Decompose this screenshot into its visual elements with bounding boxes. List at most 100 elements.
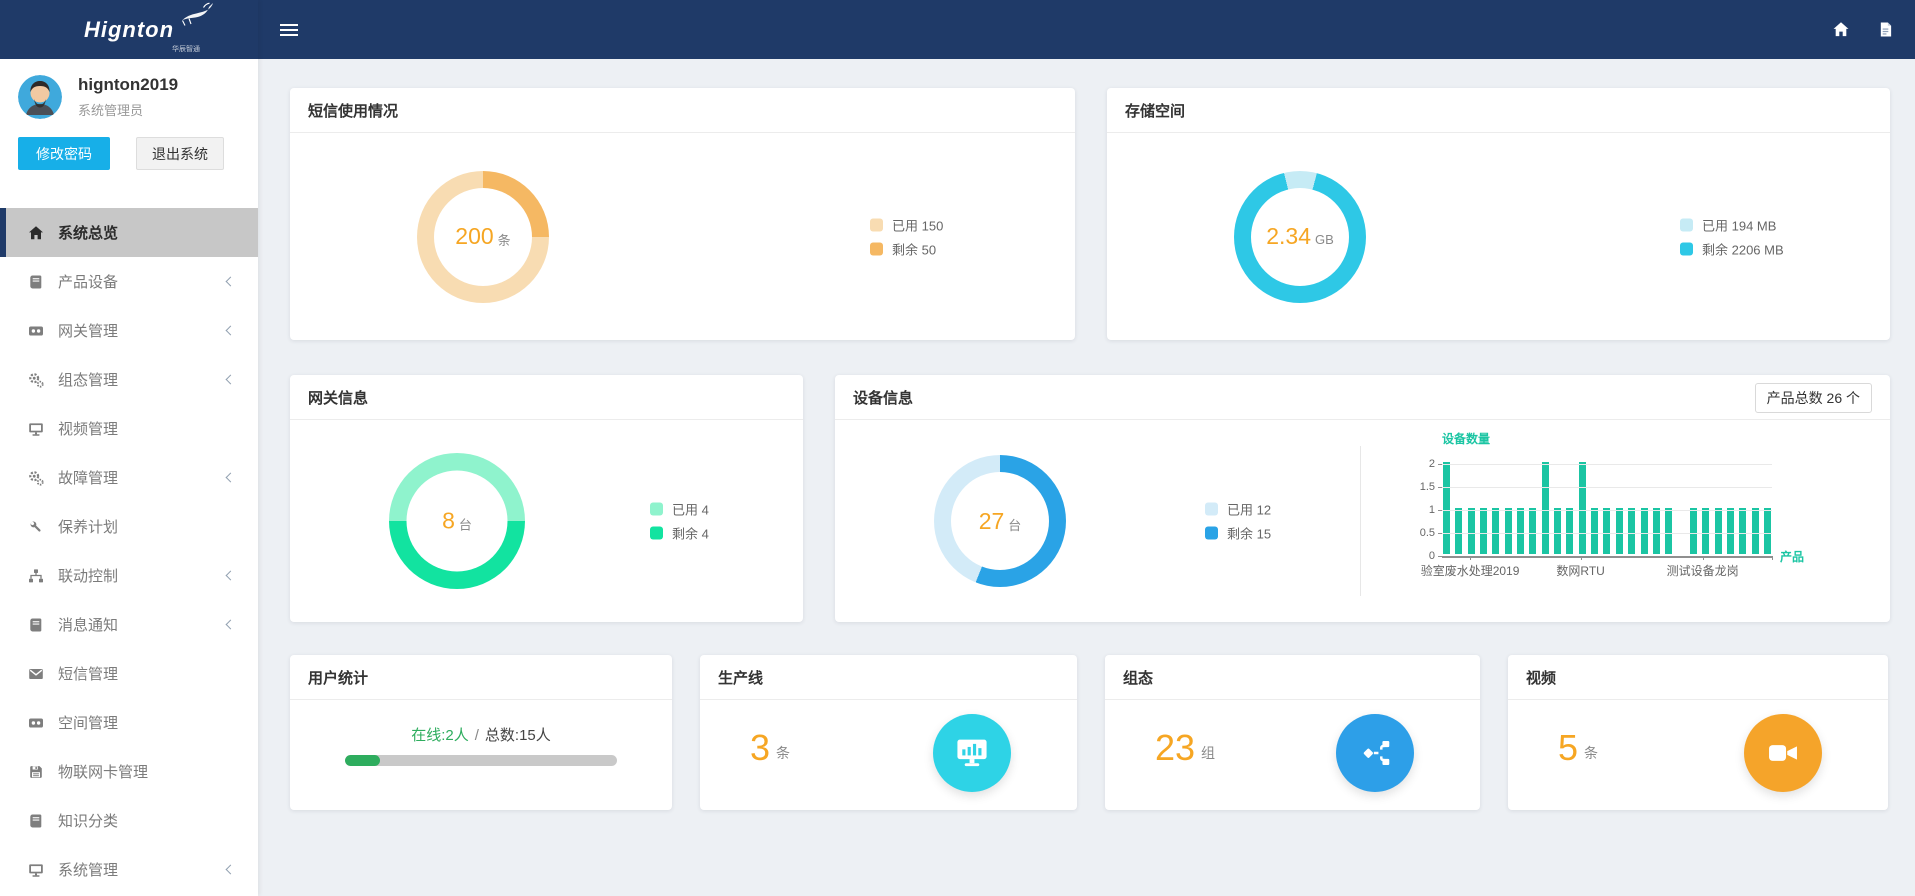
device-legend: 已用 12 剩余 15 [1205,495,1271,548]
legend-item[interactable]: 剩余 2206 MB [1680,239,1784,258]
legend-swatch [1205,526,1218,540]
sidebar-item-label: 系统总览 [58,225,119,242]
gridline [1442,510,1772,511]
sidebar-item-gateway[interactable]: 网关管理 [0,306,258,355]
device-total-value: 27 [978,507,1005,534]
legend-item[interactable]: 已用 4 [650,500,709,519]
x-tick-mark [1470,556,1472,560]
bar [1443,462,1450,554]
logout-button[interactable]: 退出系统 [136,137,224,170]
production-count: 3 [750,727,771,768]
sidebar-item-knowledge[interactable]: 知识分类 [0,796,258,845]
gateway-legend: 已用 4 剩余 4 [650,495,709,548]
dashboard-content: 短信使用情况 200 条 已用 150 剩余 50 [258,59,1915,896]
chevron-left-icon [225,276,236,287]
sidebar-item-sms[interactable]: 短信管理 [0,649,258,698]
y-tick-mark [1438,464,1442,465]
video-icon [27,715,45,731]
legend-item[interactable]: 剩余 50 [870,239,943,258]
user-panel: hignton2019 系统管理员 修改密码 退出系统 [0,59,258,184]
legend-item[interactable]: 已用 194 MB [1680,215,1784,234]
bar [1455,508,1463,554]
sidebar-item-linkage[interactable]: 联动控制 [0,551,258,600]
sidebar-item-fault[interactable]: 故障管理 [0,453,258,502]
x-tick-label: 数网RTU [1556,564,1605,578]
gridline [1442,487,1772,488]
envelope-icon [27,666,45,682]
legend-item[interactable]: 已用 12 [1205,500,1271,519]
gridline [1442,556,1772,558]
document-icon[interactable] [1878,21,1893,38]
user-stats-card: 用户统计 在线:2人 / 总数:15人 [290,655,672,810]
legend-item[interactable]: 剩余 15 [1205,524,1271,543]
user-role: 系统管理员 [78,103,144,118]
chevron-left-icon [225,472,236,483]
monitor-icon [27,421,45,437]
sidebar: Hignton 华辰智通 hignton2019 系统管理员 [0,0,258,896]
brand-name: Hignton [83,17,175,42]
sms-legend: 已用 150 剩余 50 [870,210,943,263]
sidebar-item-overview[interactable]: 系统总览 [0,208,258,257]
sidebar-item-iot-card[interactable]: 物联网卡管理 [0,747,258,796]
legend-item[interactable]: 已用 150 [870,215,943,234]
y-tick-label: 2 [1428,458,1435,470]
change-password-button[interactable]: 修改密码 [18,137,110,170]
bar [1541,462,1549,554]
y-tick-mark [1438,487,1442,488]
bar [1689,508,1697,554]
device-donut-chart: 27 台 [934,455,1066,587]
menu-toggle-icon[interactable] [276,17,302,43]
top-navbar [258,0,1915,59]
legend-swatch [1680,218,1693,231]
bar [1739,508,1747,554]
gridline [1442,533,1772,534]
bar [1529,508,1537,554]
bar [1591,508,1599,554]
floppy-icon [27,764,45,780]
bar [1504,508,1512,554]
chevron-left-icon [225,374,236,385]
home-icon [27,225,45,241]
bar [1726,508,1734,554]
storage-total-value: 2.34 [1266,223,1311,249]
product-total-button[interactable]: 产品总数 26 个 [1754,383,1872,413]
legend-item[interactable]: 剩余 4 [650,524,709,543]
x-tick-label: 测试设备龙岗 [1666,564,1739,578]
card-title: 网关信息 [308,389,369,407]
brand-logo: Hignton 华辰智通 [0,0,258,59]
bar-chart-ylabel: 设备数量 [1442,432,1491,446]
y-tick-label: 0.5 [1419,527,1435,539]
sidebar-item-system[interactable]: 系统管理 [0,845,258,894]
x-tick-label: 验室废水处理2019 [1420,564,1520,578]
card-title: 设备信息 [853,389,914,407]
sidebar-item-label: 视频管理 [58,421,119,438]
bar [1554,508,1562,554]
sidebar-item-space[interactable]: 空间管理 [0,698,258,747]
card-title: 存储空间 [1125,102,1186,120]
storage-legend: 已用 194 MB 剩余 2206 MB [1680,210,1784,263]
sidebar-item-message[interactable]: 消息通知 [0,600,258,649]
x-tick-mark [1702,556,1704,560]
sidebar-item-label: 组态管理 [58,372,119,389]
book-icon [27,617,45,633]
storage-card: 存储空间 2.34 GB 已用 194 MB 剩余 [1107,88,1890,340]
legend-swatch [870,242,883,255]
sidebar-item-maintenance[interactable]: 保养计划 [0,502,258,551]
home-icon[interactable] [1832,21,1850,38]
x-tick-mark [1580,556,1582,560]
video-icon [27,323,45,339]
sidebar-item-video[interactable]: 视频管理 [0,404,258,453]
card-title: 用户统计 [308,669,369,687]
y-tick-mark [1438,556,1442,557]
y-tick-label: 1.5 [1419,481,1435,493]
legend-swatch [650,502,663,516]
sidebar-item-products[interactable]: 产品设备 [0,257,258,306]
sidebar-item-label: 故障管理 [58,470,119,487]
sidebar-menu: 系统总览产品设备 网关管理组态管理视频管理故障管理保养计划 联动控制 消息通知 短信管理… [0,208,258,894]
gridline [1442,464,1772,465]
chevron-left-icon [225,864,236,875]
sidebar-item-config[interactable]: 组态管理 [0,355,258,404]
